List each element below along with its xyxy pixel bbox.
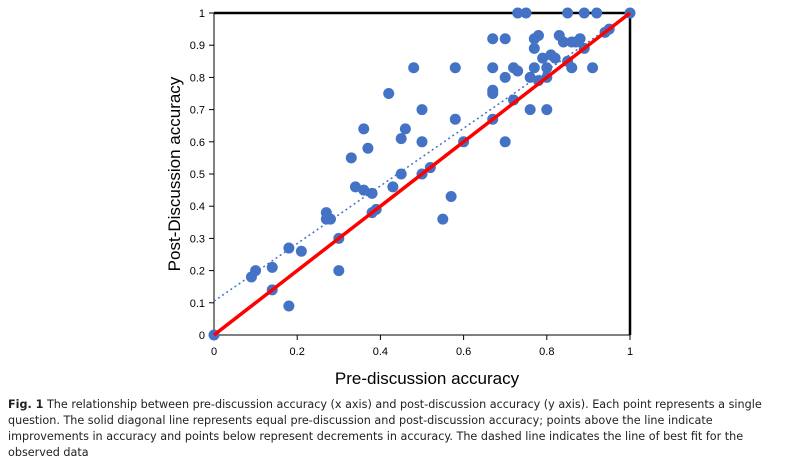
data-point	[358, 184, 370, 196]
data-point	[549, 52, 561, 64]
data-point	[295, 245, 307, 257]
x-tick-label: 0.2	[290, 346, 305, 358]
data-point	[520, 7, 532, 19]
data-point	[383, 88, 395, 99]
data-point	[250, 265, 262, 277]
scatter-plot: 0 0.1 0.2 0.3 0.4 0.5 0.6 0.7 0.8 0.9 1 0 0.2 0.4 0.6 0…	[165, 7, 636, 388]
data-point	[416, 104, 428, 116]
caption-label: Fig. 1	[8, 398, 44, 411]
x-tick-label: 0.6	[456, 346, 471, 358]
data-point	[528, 42, 540, 54]
data-point	[528, 62, 540, 74]
y-tick-label: 0.1	[190, 298, 205, 310]
data-point	[395, 133, 407, 145]
data-point	[499, 33, 511, 45]
y-tick-label: 0.7	[190, 105, 205, 117]
data-point	[362, 142, 374, 154]
data-point	[449, 113, 461, 125]
y-tick-label: 0	[199, 330, 205, 342]
data-point	[358, 123, 370, 135]
data-point	[574, 33, 586, 45]
data-point	[349, 181, 361, 193]
data-point	[566, 62, 578, 74]
data-point	[345, 152, 357, 164]
data-point	[524, 104, 536, 116]
data-point	[449, 62, 461, 74]
figure-caption: Fig. 1 The relationship between pre-disc…	[8, 397, 788, 461]
x-tick-label: 0.4	[373, 346, 388, 358]
y-tick-label: 0.6	[190, 137, 205, 149]
data-point	[366, 187, 378, 199]
data-point	[408, 62, 420, 74]
data-point	[557, 36, 569, 48]
y-tick-label: 0.2	[190, 266, 205, 278]
data-point	[333, 265, 345, 277]
x-tick-label: 0.8	[539, 346, 554, 358]
data-point	[283, 300, 295, 312]
data-point	[445, 191, 457, 203]
data-point	[537, 52, 549, 64]
data-point	[591, 7, 603, 19]
data-point	[532, 30, 544, 42]
data-point	[512, 7, 524, 19]
data-point	[387, 181, 399, 193]
y-tick-label: 0.4	[190, 201, 205, 213]
data-point	[437, 213, 449, 225]
y-axis-title: Post-Discussion accuracy	[165, 76, 184, 271]
data-point	[395, 168, 407, 180]
data-point	[512, 65, 524, 77]
data-point	[499, 136, 511, 148]
y-tick-label: 0.3	[190, 233, 205, 245]
data-point	[541, 62, 553, 74]
data-point	[487, 62, 499, 74]
y-tick-label: 0.8	[190, 72, 205, 84]
y-tick-label: 0.9	[190, 40, 205, 52]
data-point	[324, 213, 336, 225]
data-point	[578, 7, 590, 19]
identity-line	[212, 11, 632, 337]
data-point	[562, 7, 574, 19]
caption-text: The relationship between pre-discussion …	[8, 398, 762, 459]
data-point	[487, 33, 499, 45]
data-point	[487, 84, 499, 96]
data-point	[587, 62, 599, 74]
data-point	[524, 71, 536, 83]
data-point	[541, 104, 553, 116]
figure: 0 0.1 0.2 0.3 0.4 0.5 0.6 0.7 0.8 0.9 1 0 0.2 0.4 0.6 0…	[8, 7, 762, 459]
x-tick-label: 0	[211, 346, 217, 358]
y-tick-label: 0.5	[190, 169, 205, 181]
y-tick-label: 1	[199, 8, 205, 20]
data-point	[416, 136, 428, 148]
data-point	[266, 261, 278, 273]
data-point	[399, 123, 411, 135]
x-axis-title: Pre-discussion accuracy	[335, 369, 520, 388]
data-point	[283, 242, 295, 254]
best-fit-line	[213, 12, 631, 302]
x-tick-label: 1	[627, 346, 633, 358]
data-point	[499, 71, 511, 83]
